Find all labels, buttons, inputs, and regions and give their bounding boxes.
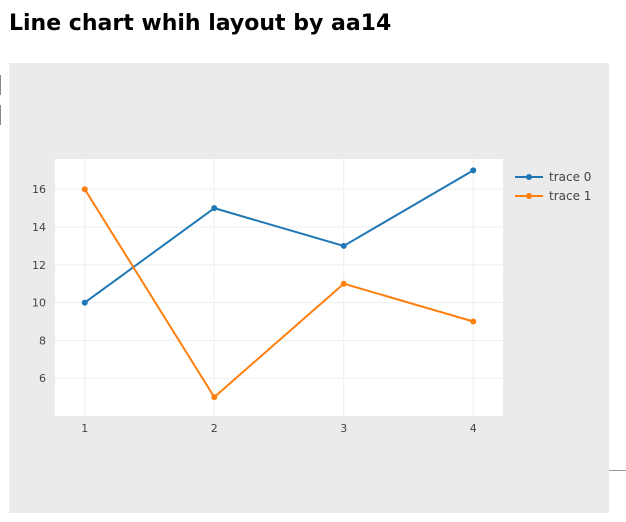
legend-item-trace-1[interactable]: trace 1 [515,189,591,203]
data-point-trace-0[interactable] [470,167,477,174]
plot-area [55,159,503,416]
data-point-trace-1[interactable] [81,186,88,193]
data-point-trace-1[interactable] [470,318,477,325]
x-tick-label: 3 [340,422,347,435]
legend-label: trace 1 [549,189,591,203]
data-point-trace-1[interactable] [211,394,218,401]
left-edge-divider [0,105,1,125]
page-edge-line [609,470,626,471]
legend-label: trace 0 [549,170,591,184]
y-tick-label: 6 [39,372,46,385]
data-point-trace-0[interactable] [211,205,218,212]
legend-marker-swatch [526,174,532,180]
legend-item-trace-0[interactable]: trace 0 [515,170,591,184]
legend: trace 0 trace 1 [515,170,591,203]
data-point-trace-0[interactable] [81,299,88,306]
series-line-trace-0[interactable] [84,169,474,304]
x-tick-label: 1 [81,422,88,435]
legend-marker-swatch [526,193,532,199]
data-point-trace-0[interactable] [340,242,347,249]
series-layer [81,167,477,401]
y-tick-label: 10 [32,297,46,310]
y-tick-label: 8 [39,334,46,347]
chart-container[interactable]: 6 8 10 12 14 16 1 2 3 4 trace 0 trace 1 [9,63,609,513]
data-point-trace-1[interactable] [340,280,347,287]
page-title: Line chart whih layout by aa14 [9,11,392,36]
series-line-trace-1[interactable] [83,188,474,399]
y-tick-label: 12 [32,259,46,272]
y-tick-label: 16 [32,183,46,196]
left-edge-divider [0,75,1,95]
y-tick-label: 14 [32,221,46,234]
x-tick-label: 4 [470,422,477,435]
x-tick-label: 2 [211,422,218,435]
